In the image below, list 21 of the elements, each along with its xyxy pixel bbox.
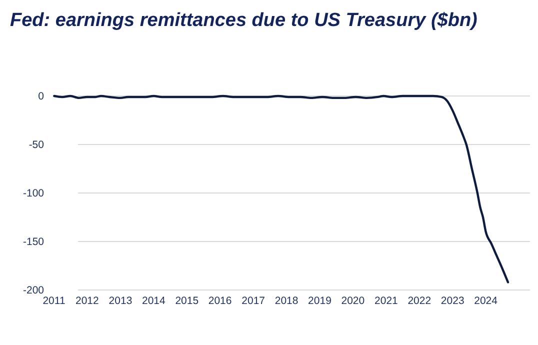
- x-tick-label: 2021: [374, 295, 398, 307]
- y-tick-label: -150: [22, 236, 44, 248]
- y-tick-label: -50: [28, 139, 44, 152]
- x-tick-label: 2012: [76, 295, 100, 307]
- x-tick-label: 2022: [408, 295, 432, 307]
- x-tick-label: 2017: [242, 295, 266, 307]
- line-series: [53, 94, 510, 284]
- x-tick-label: 2019: [308, 295, 332, 307]
- y-tick-label: 0: [38, 90, 44, 103]
- x-tick-label: 2014: [142, 295, 166, 307]
- x-tick-label: 2011: [42, 295, 66, 307]
- chart-title: Fed: earnings remittances due to US Treasury ($bn): [10, 10, 478, 31]
- x-tick-label: 2015: [175, 295, 199, 307]
- x-tick-label: 2020: [341, 295, 365, 307]
- y-tick-label: -100: [22, 188, 44, 200]
- x-tick-label: 2018: [274, 295, 298, 307]
- x-tick-label: 2023: [440, 295, 464, 307]
- x-tick-label: 2016: [208, 295, 232, 307]
- x-tick-label: 2024: [474, 295, 498, 307]
- y-tick-label: -200: [22, 284, 44, 297]
- x-tick-label: 2013: [108, 295, 132, 307]
